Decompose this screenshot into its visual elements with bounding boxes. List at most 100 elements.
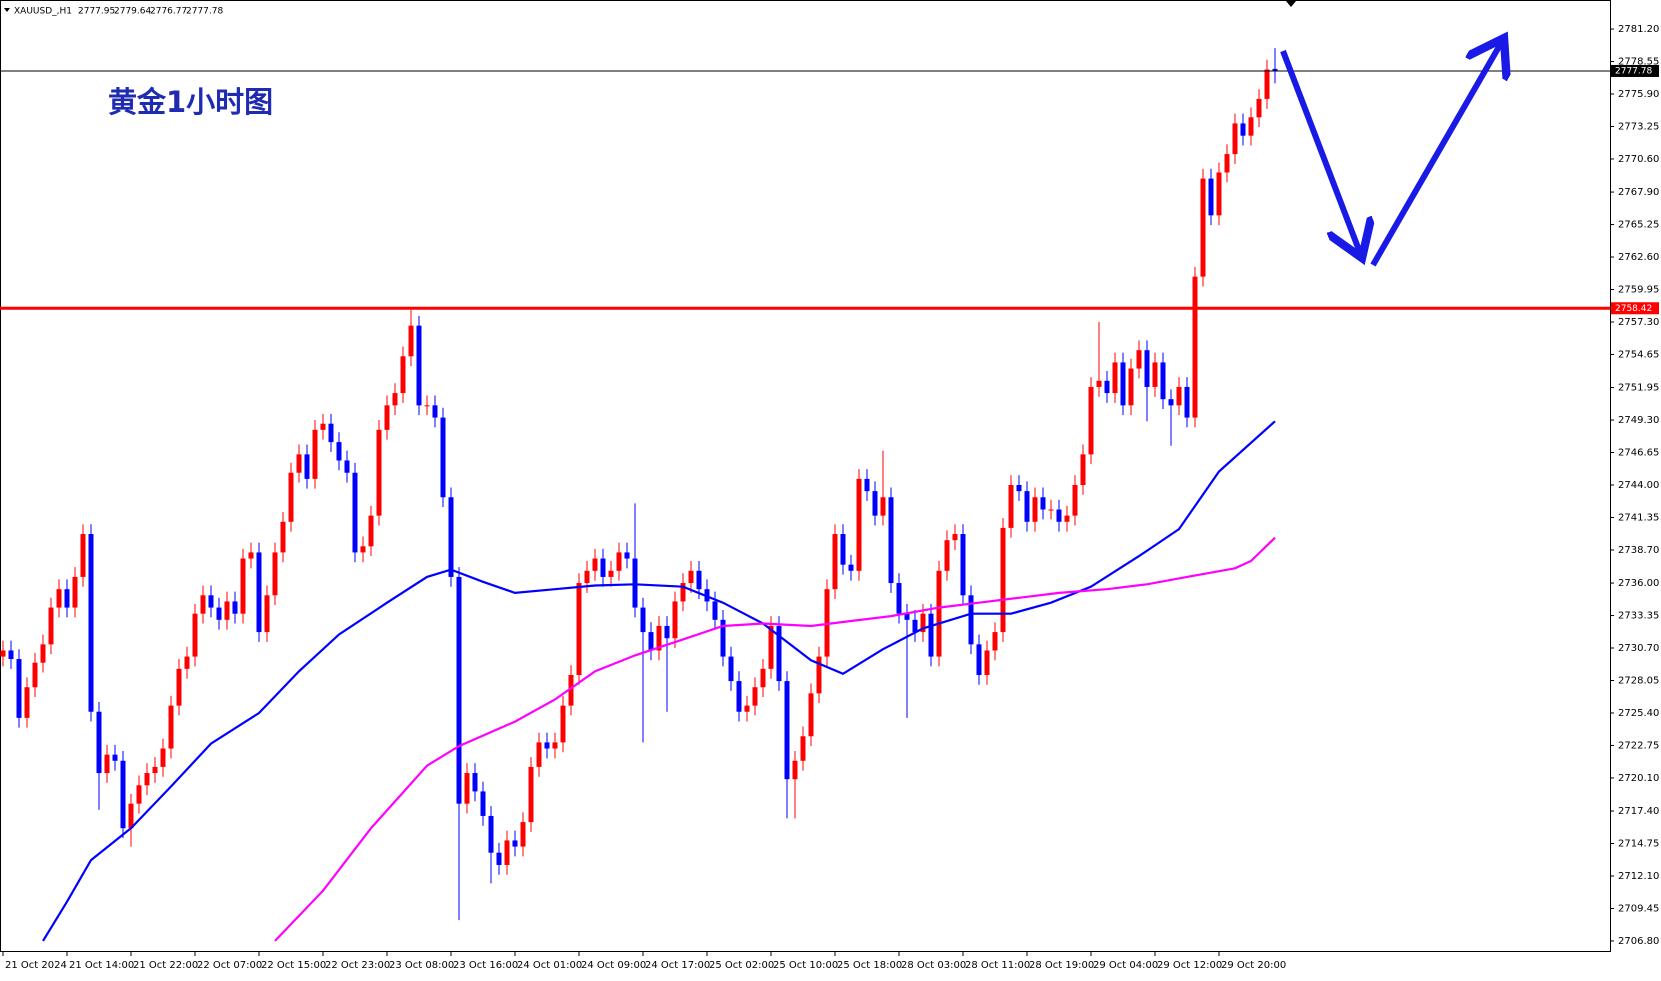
candle-body [560, 705, 566, 743]
y-tick-label: 2744.00 [1618, 480, 1659, 491]
candle-body [728, 656, 734, 682]
candle-body [976, 644, 982, 675]
y-tick-label: 2712.10 [1618, 871, 1659, 882]
y-tick-label: 2730.70 [1618, 643, 1659, 654]
annotation-title: 黄金1小时图 [108, 85, 273, 119]
candle-body [208, 595, 214, 608]
candle-body [816, 656, 822, 694]
candle-body [712, 601, 718, 620]
y-tick-label: 2714.75 [1618, 839, 1659, 850]
candle-body [64, 589, 70, 608]
candle-body [1000, 527, 1006, 633]
candle-body [480, 791, 486, 816]
price-label: 2777.78 [1615, 66, 1652, 76]
candle-body [624, 552, 630, 559]
candle-body [1232, 123, 1238, 155]
candle-body [768, 625, 774, 669]
candle-body [736, 681, 742, 712]
candle-body [144, 773, 150, 786]
candle-body [48, 607, 54, 645]
y-tick-label: 2736.00 [1618, 578, 1659, 589]
candle-body [1032, 497, 1038, 522]
y-tick-label: 2762.60 [1618, 252, 1659, 263]
candle-body [56, 589, 62, 608]
candle-body [1272, 68, 1278, 71]
x-tick-label: 24 Oct 09:00 [581, 960, 646, 971]
candle-body [968, 595, 974, 645]
candle-body [1112, 362, 1118, 394]
candle-body [120, 760, 126, 829]
candle-body [472, 773, 478, 792]
candle-body [640, 607, 646, 633]
y-tick-label: 2775.90 [1618, 89, 1659, 100]
candle-body [528, 766, 534, 823]
y-tick-label: 2738.70 [1618, 545, 1659, 556]
candle-body [136, 785, 142, 804]
candle-body [1200, 178, 1206, 277]
candle-body [1192, 276, 1198, 418]
candle-body [400, 356, 406, 394]
candle-body [576, 583, 582, 675]
candle-body [16, 659, 22, 718]
candle-body [168, 705, 174, 749]
candle-body [8, 650, 14, 660]
y-tick-label: 2725.40 [1618, 708, 1659, 719]
y-tick-label: 2722.75 [1618, 740, 1659, 751]
symbol: XAUUSD_,H1 [14, 7, 72, 17]
header-low: 2776.77 [150, 7, 187, 17]
candle-body [160, 748, 166, 767]
candle-body [424, 405, 430, 407]
x-tick-label: 22 Oct 23:00 [325, 960, 390, 971]
candle-body [1024, 491, 1030, 522]
candle-body [824, 589, 830, 657]
candle-body [616, 552, 622, 571]
candle-body [1088, 386, 1094, 455]
candle-body [1240, 123, 1246, 136]
y-tick-label: 2720.10 [1618, 773, 1659, 784]
x-tick-label: 25 Oct 10:00 [773, 960, 838, 971]
candle-body [1120, 362, 1126, 406]
candle-body [1144, 350, 1150, 387]
y-tick-label: 2741.35 [1618, 512, 1659, 523]
candle-body [192, 613, 198, 657]
candle-body [648, 632, 654, 651]
candle-body [808, 693, 814, 737]
x-tick-label: 25 Oct 18:00 [837, 960, 902, 971]
candle-body [24, 687, 30, 718]
candle-body [680, 583, 686, 602]
header-open: 2777.95 [78, 7, 115, 17]
x-tick-label: 24 Oct 01:00 [517, 960, 582, 971]
candle-body [1152, 362, 1158, 387]
candle-body [232, 601, 238, 614]
candle-body [368, 515, 374, 547]
y-tick-label: 2706.80 [1618, 936, 1659, 947]
candle-body [88, 534, 94, 712]
candle-body [1216, 172, 1222, 216]
candle-body [1256, 98, 1262, 118]
candle-body [1008, 484, 1014, 528]
candle-body [328, 423, 334, 443]
candle-body [960, 534, 966, 596]
y-tick-label: 2754.65 [1618, 349, 1659, 360]
plot: 2706.80 2709.45 2712.10 2714.75 2717.40 2720.… [0, 24, 1659, 971]
candle-body [944, 540, 950, 571]
candle-body [440, 417, 446, 498]
candle-body [840, 534, 846, 565]
candle-body [224, 601, 230, 620]
candle-body [1056, 509, 1062, 522]
x-tick-label: 22 Oct 07:00 [197, 960, 262, 971]
candle-body [1096, 380, 1102, 387]
candle-body [1136, 350, 1142, 369]
candle-body [408, 325, 414, 357]
candle-body [184, 656, 190, 669]
candle-body [296, 454, 302, 473]
candle-body [920, 613, 926, 633]
candle-body [32, 662, 38, 688]
candle-body [656, 625, 662, 651]
candle-body [688, 570, 694, 584]
candle-body [384, 405, 390, 430]
candle-body [1168, 399, 1174, 406]
candle-body [96, 711, 102, 774]
candle-body [72, 576, 78, 608]
